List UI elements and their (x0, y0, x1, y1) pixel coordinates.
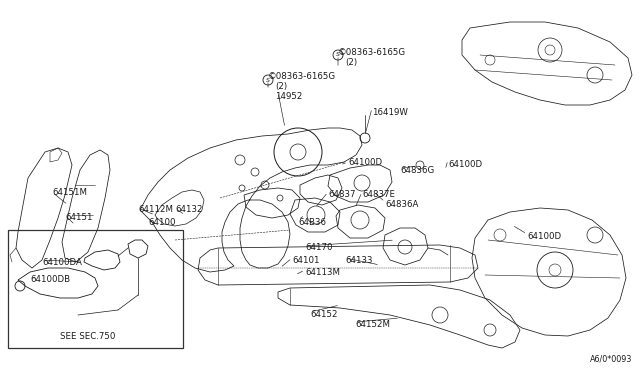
Text: 64100D: 64100D (527, 232, 561, 241)
Bar (8, 230, 183, 348)
Text: 64152: 64152 (310, 310, 337, 319)
Text: 64836A: 64836A (385, 200, 419, 209)
Text: 64170: 64170 (305, 243, 333, 252)
Text: (2): (2) (275, 82, 287, 91)
Text: 64837E: 64837E (362, 190, 395, 199)
Text: S: S (336, 52, 340, 58)
Text: A6/0*0093: A6/0*0093 (589, 355, 632, 364)
Text: 64100: 64100 (148, 218, 175, 227)
Text: 64100D: 64100D (448, 160, 482, 169)
Text: (2): (2) (345, 58, 357, 67)
Text: 64100D: 64100D (348, 158, 382, 167)
Text: 64100DB: 64100DB (30, 275, 70, 284)
Text: 64132: 64132 (175, 205, 202, 214)
Text: 64B36: 64B36 (298, 218, 326, 227)
Text: 64112M: 64112M (138, 205, 173, 214)
Text: 64133: 64133 (345, 256, 372, 265)
Text: 64113M: 64113M (305, 268, 340, 277)
Text: 64151: 64151 (65, 213, 93, 222)
Text: 16419W: 16419W (372, 108, 408, 117)
Text: 64836G: 64836G (400, 166, 435, 175)
Text: ©08363-6165G: ©08363-6165G (268, 72, 336, 81)
Text: 64101: 64101 (292, 256, 319, 265)
Text: 64837: 64837 (328, 190, 355, 199)
Text: SEE SEC.750: SEE SEC.750 (60, 332, 115, 341)
Text: 64152M: 64152M (355, 320, 390, 329)
Text: 14952: 14952 (275, 92, 302, 101)
Text: 64151M: 64151M (52, 188, 87, 197)
Text: S: S (266, 77, 270, 83)
Text: 64100DA: 64100DA (42, 258, 82, 267)
Text: ©08363-6165G: ©08363-6165G (338, 48, 406, 57)
